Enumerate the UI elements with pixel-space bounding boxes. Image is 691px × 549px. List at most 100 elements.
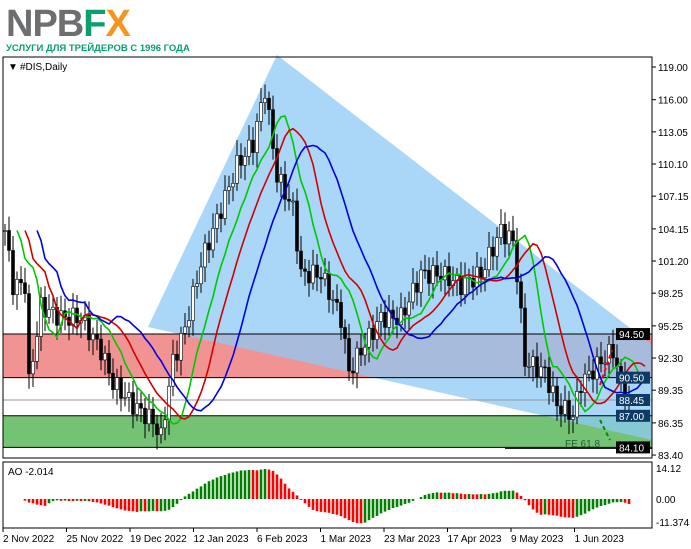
ao-bar <box>563 499 567 518</box>
candle <box>215 203 219 243</box>
level-label: 88.45 <box>619 396 644 407</box>
ao-bar <box>303 499 307 504</box>
ao-bar <box>307 499 311 507</box>
candle <box>499 209 503 246</box>
candle-body <box>195 283 199 287</box>
candle <box>127 382 131 412</box>
candle-body <box>15 279 19 296</box>
ao-bar <box>183 496 187 499</box>
ao-bar <box>603 499 607 506</box>
candle-body <box>51 306 55 310</box>
candle <box>435 250 439 286</box>
candle-body <box>575 391 579 418</box>
candle <box>427 257 431 296</box>
y-tick-label: 116.00 <box>658 96 688 107</box>
candle-body <box>447 266 451 287</box>
ao-bar <box>195 488 199 499</box>
ao-bar <box>259 469 263 499</box>
candle-body <box>103 353 107 361</box>
level-badge <box>616 441 650 454</box>
symbol-dropdown-icon[interactable]: ▼ <box>8 62 18 73</box>
ao-bar <box>363 499 367 523</box>
candle-body <box>463 276 467 296</box>
ao-bar <box>395 499 399 507</box>
ao-bar <box>459 493 463 499</box>
y-tick-label: 104.15 <box>658 225 689 236</box>
y-tick-label: 83.40 <box>658 451 683 462</box>
candle-body <box>599 356 603 365</box>
candle <box>527 352 531 379</box>
candle <box>139 392 143 423</box>
ao-bar <box>531 499 535 510</box>
ao-bar <box>27 499 31 503</box>
candle-body <box>399 307 403 326</box>
ao-bar <box>119 499 123 510</box>
ao-bar <box>499 491 503 499</box>
ao-bar <box>375 499 379 516</box>
ao-bar <box>279 478 283 499</box>
ao-bar <box>211 479 215 499</box>
candle <box>179 326 183 376</box>
candle-body <box>303 268 307 272</box>
ao-bar <box>419 497 423 499</box>
candle-body <box>383 312 387 328</box>
y-tick-label: 107.15 <box>658 192 689 203</box>
candle-body <box>411 282 415 303</box>
candle-body <box>187 320 191 328</box>
candle-body <box>355 347 359 374</box>
x-tick-label: 19 Dec 2022 <box>130 534 187 545</box>
npbfx-logo: NPBFX УСЛУГИ ДЛЯ ТРЕЙДЕРОВ С 1996 ГОДА <box>6 4 190 54</box>
bearish-arrow <box>599 419 611 441</box>
ao-bar <box>155 499 159 512</box>
candle-body <box>247 139 251 157</box>
candle <box>175 340 179 372</box>
ao-bar <box>219 476 223 499</box>
candle-body <box>263 97 267 103</box>
candle-body <box>203 242 207 268</box>
candle <box>51 295 55 324</box>
candle <box>543 359 547 383</box>
candle <box>483 258 487 292</box>
ao-bar <box>175 499 179 504</box>
ao-bar <box>411 499 415 501</box>
ao-bar <box>511 490 515 499</box>
ao-bar <box>79 499 83 502</box>
candle <box>583 363 587 407</box>
candle-body <box>571 416 575 420</box>
ao-bar <box>319 499 323 512</box>
candle-body <box>503 223 507 245</box>
candle-body <box>31 361 35 375</box>
candle-body <box>155 423 159 435</box>
ao-bar <box>455 493 459 499</box>
ao-bar <box>335 499 339 515</box>
ao-bar <box>139 499 143 512</box>
candle <box>351 357 355 385</box>
ao-bar <box>223 474 227 499</box>
candle <box>587 355 591 382</box>
candle <box>355 341 359 389</box>
candle-body <box>291 200 295 203</box>
candle-body <box>151 408 155 425</box>
candle <box>267 91 271 125</box>
candle-body <box>319 276 323 280</box>
ao-bar <box>167 499 171 510</box>
ao-bar <box>503 490 507 499</box>
y-tick-label: 86.35 <box>658 419 683 430</box>
ao-bar <box>519 495 523 499</box>
ao-bar <box>611 499 615 503</box>
candle <box>31 349 35 387</box>
x-tick-label: 12 Jan 2023 <box>194 534 249 545</box>
ao-bar <box>599 499 603 506</box>
ao-bar <box>51 499 55 502</box>
ao-bar <box>315 499 319 512</box>
candle <box>195 270 199 299</box>
ao-bar <box>527 499 531 506</box>
candle-body <box>331 298 335 301</box>
ao-bar <box>571 499 575 518</box>
ao-bar <box>115 499 119 509</box>
ao-bar <box>283 483 287 499</box>
candle-body <box>231 183 235 188</box>
candle <box>199 252 203 293</box>
candle <box>191 278 195 336</box>
candle-body <box>227 186 231 191</box>
